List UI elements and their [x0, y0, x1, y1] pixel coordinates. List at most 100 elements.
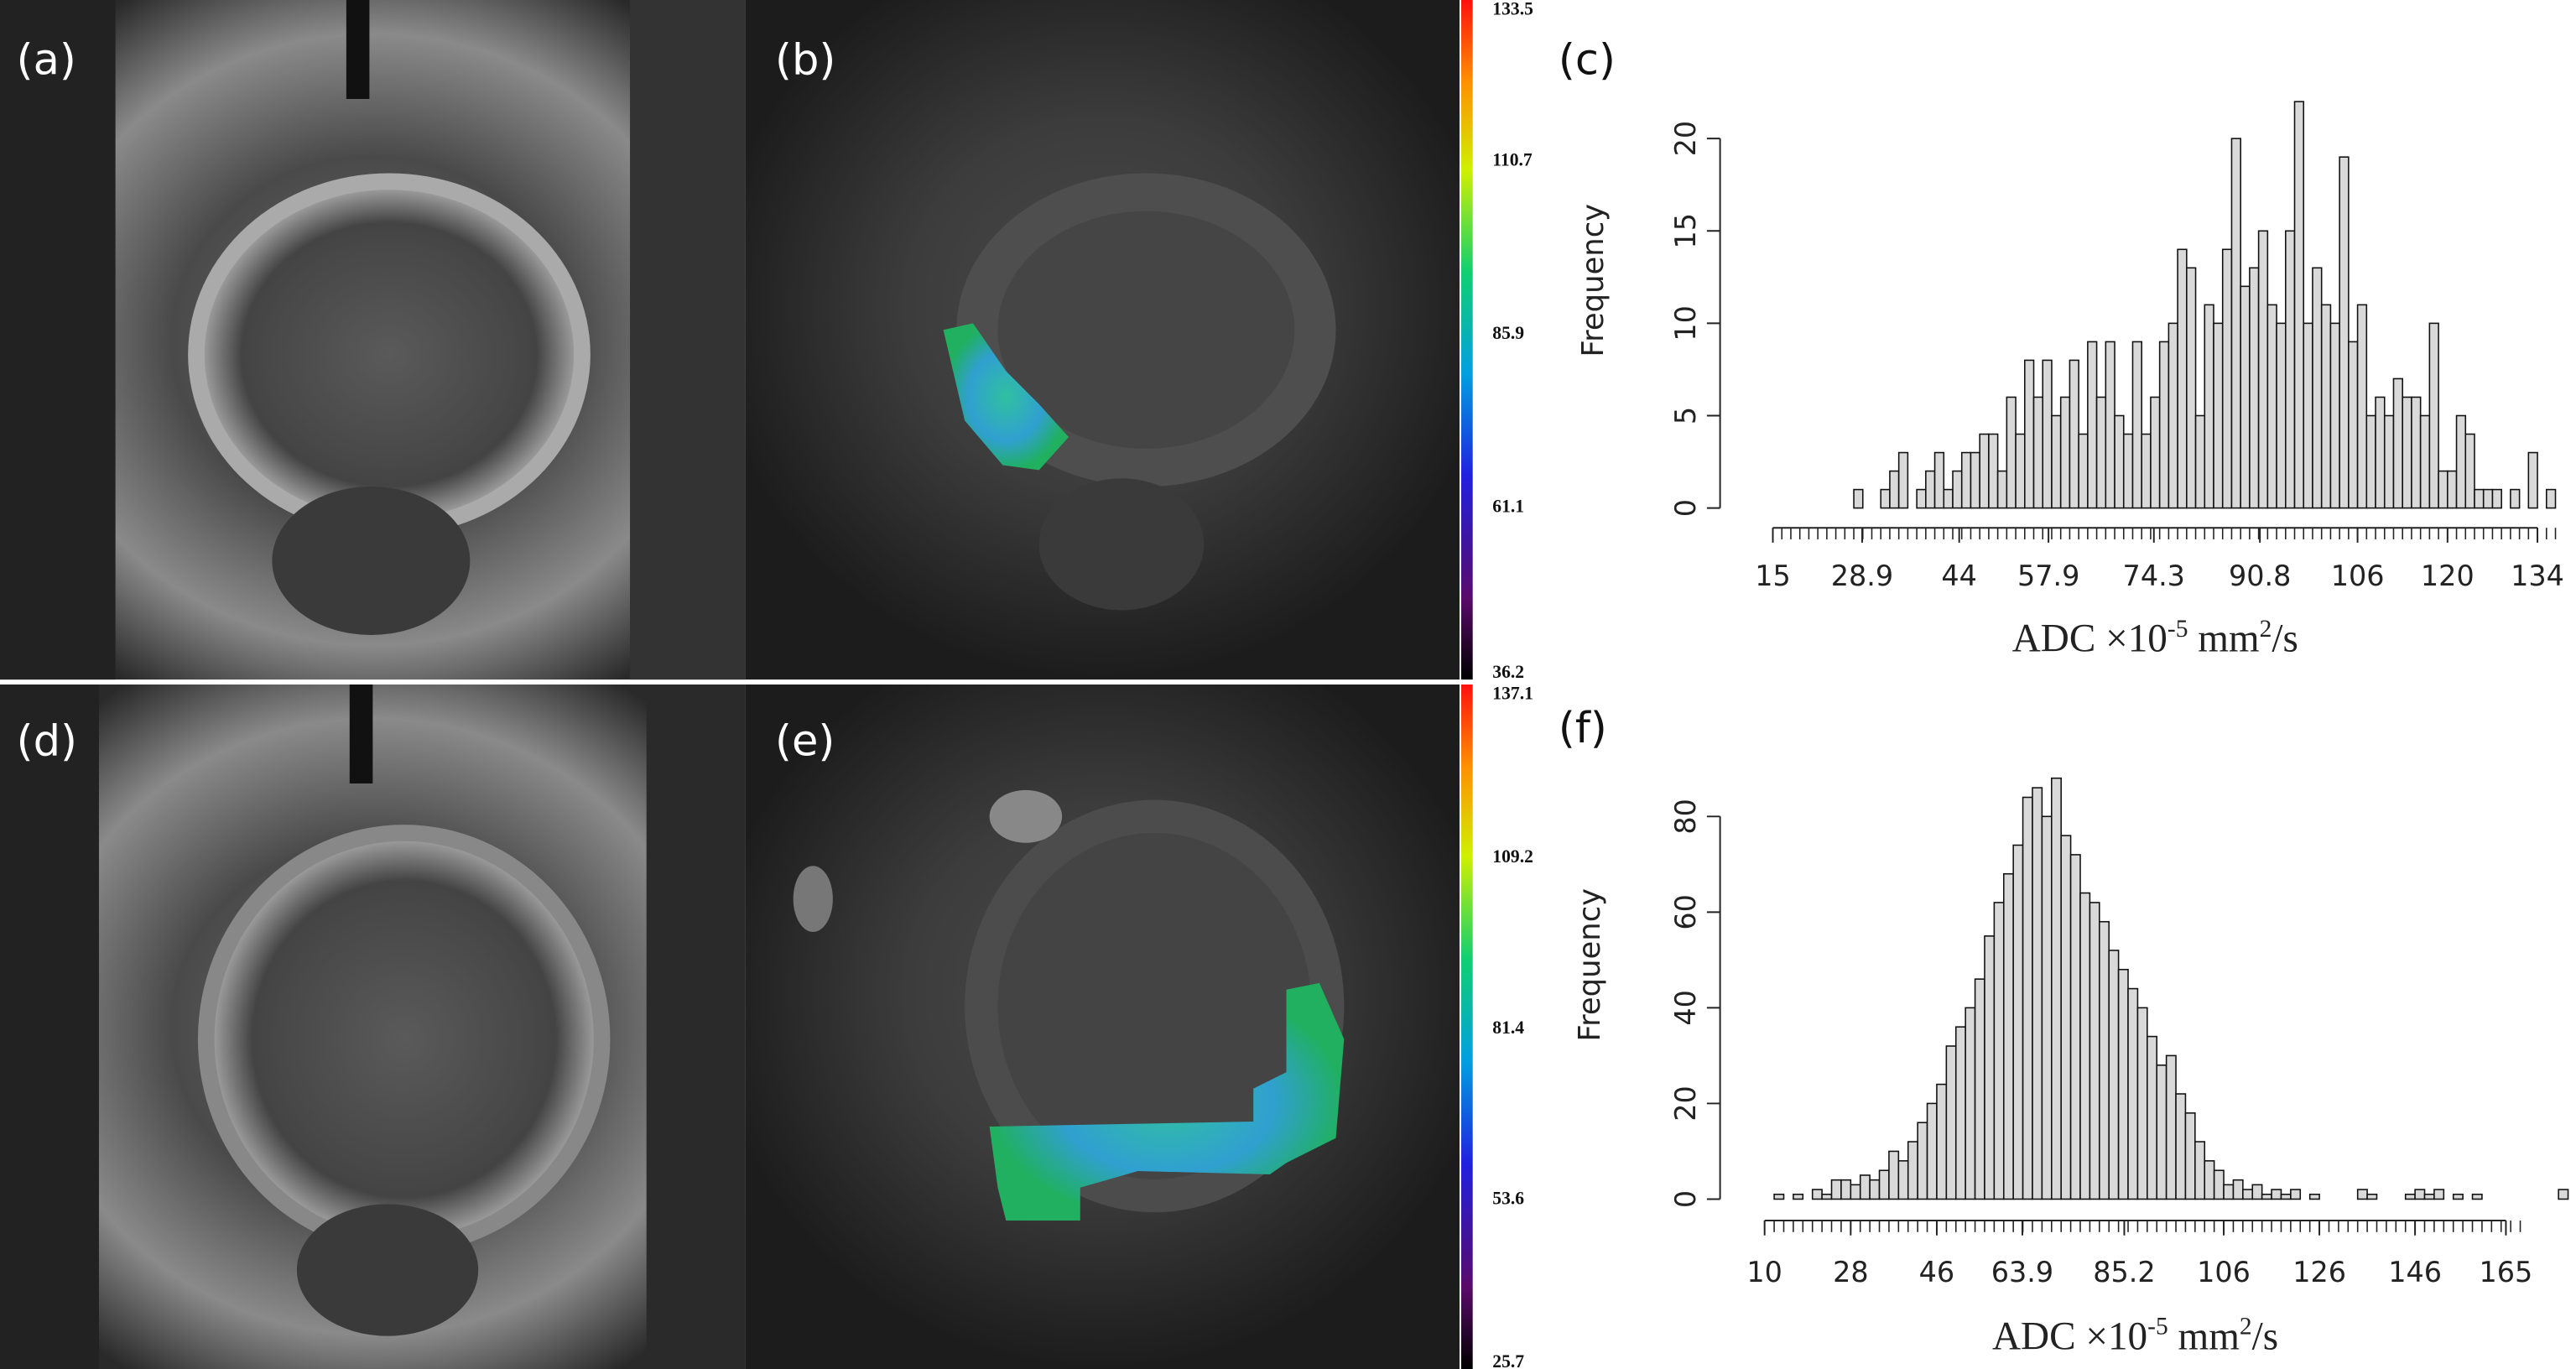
histogram-bar	[1965, 1007, 1976, 1200]
histogram-bar	[1821, 1193, 1833, 1200]
histogram-bar	[2230, 138, 2241, 509]
x-axis-label-part: ADC ×10	[2012, 617, 2167, 661]
x-tick-label: 90.8	[2229, 560, 2291, 592]
x-tick-label: 165	[2480, 1256, 2533, 1288]
histogram-bar	[2024, 359, 2035, 509]
histogram-bar	[1853, 488, 1864, 509]
histogram-bar	[1811, 1189, 1823, 1200]
colorbar	[1460, 0, 1473, 680]
histogram-bar	[2428, 322, 2439, 509]
histogram-bar	[2184, 1112, 2196, 1200]
histogram-bar	[1889, 470, 1900, 509]
x-tick-label: 106	[2197, 1256, 2251, 1288]
histogram-bar	[2051, 414, 2062, 509]
x-tick-label: 63.9	[1991, 1256, 2053, 1288]
y-tick-label: 15	[1669, 213, 1702, 249]
x-axis-label-part: ADC ×10	[1992, 1314, 2147, 1358]
histogram-bar	[2290, 1189, 2302, 1200]
histogram-bar	[2419, 414, 2431, 509]
histogram-bar	[2221, 248, 2233, 509]
histogram-bar	[2366, 1193, 2378, 1200]
histogram-bar	[2402, 396, 2412, 509]
histogram-bar	[2414, 1189, 2426, 1200]
x-tick-label: 10	[1746, 1256, 1782, 1288]
histogram-bar	[1880, 488, 1891, 509]
histogram-bar	[2147, 1035, 2158, 1200]
histogram-bar	[2348, 341, 2359, 509]
histogram-bar	[2089, 902, 2100, 1200]
histogram-bar	[1960, 451, 1972, 509]
histogram-bar	[1993, 902, 2005, 1200]
x-tick-label: 146	[2388, 1256, 2442, 1288]
y-tick-label: 10	[1669, 305, 1702, 341]
y-tick-label: 5	[1669, 407, 1702, 424]
histogram-bar	[2079, 892, 2091, 1200]
histogram-bar	[1974, 978, 1985, 1200]
histogram-bar	[2464, 433, 2475, 509]
colorbar-tick-label: 53.6	[1492, 1188, 1524, 1208]
histogram-bar	[2099, 920, 2110, 1200]
histogram-bar	[2356, 304, 2368, 509]
histogram-bar	[2558, 1189, 2569, 1200]
histogram-bar	[1925, 470, 1936, 509]
histogram-bar	[2032, 787, 2043, 1200]
histogram-bar	[2240, 285, 2251, 509]
histogram-bar	[1970, 451, 1980, 509]
histogram-bar	[2165, 1054, 2177, 1200]
y-tick-label: 0	[1669, 1190, 1702, 1208]
histogram-bar	[2276, 322, 2287, 509]
x-axis-label-part: mm	[2188, 617, 2259, 661]
histogram-bar	[1943, 488, 1954, 509]
x-axis-label-part: /s	[2272, 617, 2298, 661]
colorbar-tick-label: 110.7	[1492, 150, 1533, 170]
histogram-bar	[1869, 1179, 1881, 1200]
histogram-bar	[2251, 1184, 2263, 1200]
histogram-bar	[2482, 488, 2494, 509]
histogram-bar	[2095, 396, 2107, 509]
histogram-bar	[2471, 1193, 2483, 1200]
histogram-bar	[2375, 396, 2386, 509]
histogram-bar	[1850, 1184, 1861, 1200]
x-tick-label: 106	[2331, 560, 2385, 592]
histogram-bar	[2303, 322, 2313, 509]
histogram-bar	[2392, 377, 2403, 509]
y-tick-label: 40	[1669, 990, 1702, 1026]
histogram-bar	[2213, 322, 2224, 509]
histogram-bar	[1916, 488, 1927, 509]
mri-image	[745, 0, 1460, 680]
x-tick-label: 28	[1833, 1256, 1869, 1288]
histogram-bar	[1773, 1193, 1785, 1200]
y-tick-label: 80	[1669, 799, 1702, 835]
histogram-bar	[2491, 488, 2502, 509]
histogram-bar	[1907, 1141, 1918, 1200]
histogram-bar	[1996, 470, 2008, 509]
x-tick-label: 44	[1941, 560, 1977, 592]
histogram-bar	[1878, 1169, 1890, 1200]
histogram-bar	[1933, 451, 1945, 509]
histogram-bar	[2223, 1184, 2235, 1200]
histogram-bar	[1888, 1150, 1900, 1200]
panel-label: (a)	[17, 35, 76, 85]
histogram-bar	[2329, 322, 2340, 509]
histogram-bar	[2156, 1064, 2167, 1200]
mri-image	[0, 684, 746, 1369]
histogram-bar	[2117, 968, 2129, 1200]
histogram-bar	[2266, 304, 2277, 509]
histogram-bar	[2433, 1189, 2445, 1200]
histogram-bar	[2285, 230, 2296, 509]
x-tick-label: 126	[2292, 1256, 2346, 1288]
histogram-bar	[1988, 433, 1999, 509]
panel-label: (c)	[1559, 35, 1616, 85]
histogram-bar	[2158, 341, 2170, 509]
y-tick-label: 60	[1669, 894, 1702, 930]
y-axis-label: Frequency	[1573, 888, 1607, 1042]
x-axis-label-part: 2	[2260, 616, 2272, 643]
histogram-bar	[2320, 304, 2332, 509]
histogram-bar	[2051, 777, 2062, 1200]
colorbar-tick-label: 36.2	[1492, 662, 1524, 682]
histogram-bar	[2105, 341, 2115, 509]
histogram-bar	[2280, 1193, 2292, 1200]
x-tick-label: 85.2	[2093, 1256, 2155, 1288]
colorbar-tick-label: 81.4	[1492, 1018, 1524, 1038]
colorbar-tick-label: 25.7	[1492, 1351, 1524, 1369]
